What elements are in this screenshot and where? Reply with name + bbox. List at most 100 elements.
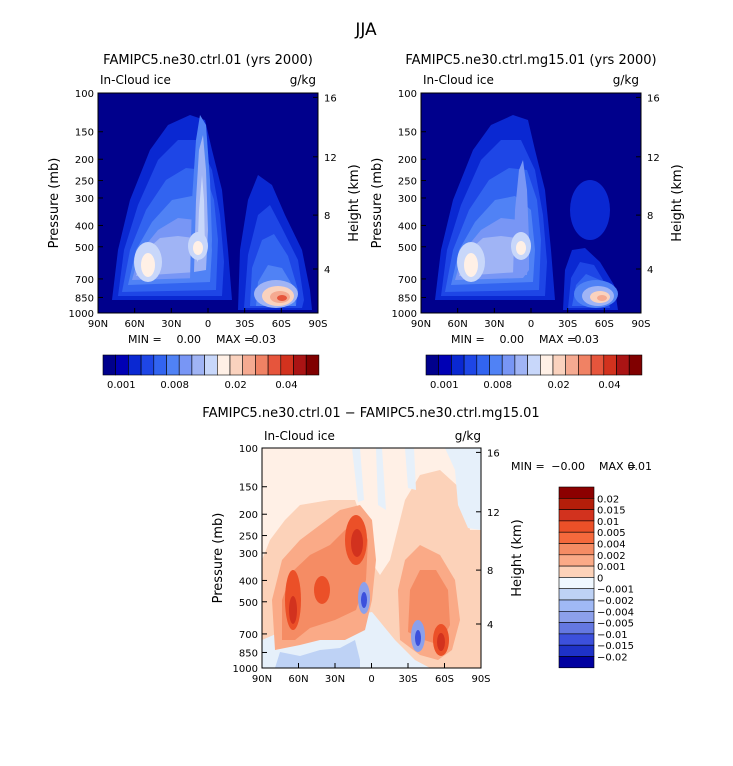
y2-tick-label: 4 (647, 265, 653, 276)
y-tick-label: 400 (239, 576, 258, 587)
y-tick-label: 1000 (392, 309, 417, 320)
colorbar-swatch (539, 354, 554, 376)
stats-max: 0.01 (628, 460, 653, 473)
colorbar-label: −0.015 (597, 641, 634, 652)
colorbar-swatch (558, 520, 595, 533)
colorbar-label: −0.002 (597, 596, 634, 607)
y-tick-label: 500 (75, 243, 94, 254)
y-tick-label: 200 (239, 510, 258, 521)
y-tick-label: 100 (239, 444, 258, 455)
colorbar-swatch (558, 588, 595, 601)
colorbar-swatch (558, 656, 595, 669)
contour-field (98, 93, 318, 313)
dynamic-marks: 90N 60N 30N 0 30S 60S 90S100150200250300400500… (47, 89, 685, 685)
colorbar-label: 0.001 (107, 380, 136, 391)
units-label: g/kg (455, 429, 481, 443)
y2-tick-label: 4 (487, 620, 493, 631)
y-tick-label: 200 (75, 155, 94, 166)
colorbar-label: −0.005 (597, 619, 634, 630)
colorbar-swatch (603, 354, 617, 376)
y2-tick-label: 12 (487, 508, 500, 519)
panel-title: FAMIPC5.ne30.ctrl.mg15.01 (yrs 2000) (405, 53, 656, 68)
colorbar-swatch (128, 354, 142, 376)
x-tick-label: 90N (88, 319, 108, 330)
panel-ctrl: FAMIPC5.ne30.ctrl.01 (yrs 2000) In-Cloud… (97, 53, 319, 314)
x-tick-label: 0 (368, 674, 374, 685)
x-tick-label: 90N (411, 319, 431, 330)
x-tick-label: 30N (161, 319, 181, 330)
colorbar-label: 0.004 (597, 540, 626, 551)
colorbar-swatch (191, 354, 205, 376)
y2-tick-label: 16 (647, 93, 660, 104)
colorbar-swatch (558, 633, 595, 646)
colorbar-swatch (552, 354, 566, 376)
x-tick-label: 60S (595, 319, 614, 330)
x-tick-label: 30S (558, 319, 577, 330)
panel-title: FAMIPC5.ne30.ctrl.01 (yrs 2000) (103, 53, 313, 68)
y-tick-label: 250 (239, 532, 258, 543)
colorbar-swatch (616, 354, 630, 376)
y2-tick-label: 12 (647, 153, 660, 164)
y2-tick-label: 16 (324, 93, 337, 104)
colorbar-label: −0.004 (597, 607, 634, 618)
x-tick-label: 90S (308, 319, 327, 330)
y-tick-label: 400 (75, 221, 94, 232)
field-label: In-Cloud ice (423, 73, 494, 87)
colorbar-swatch (178, 354, 193, 376)
colorbar-swatch (242, 354, 256, 376)
colorbar-swatch (558, 622, 595, 635)
colorbar-swatch (463, 354, 478, 376)
colorbar-label: 0.02 (597, 494, 619, 505)
colorbar-swatch (514, 354, 528, 376)
y-tick-label: 500 (239, 598, 258, 609)
colorbar-label: 0 (597, 573, 603, 584)
x-tick-label: 60N (125, 319, 145, 330)
y2-tick-label: 8 (324, 211, 330, 222)
stats-min: −0.00 (551, 460, 585, 473)
colorbar-label: 0.02 (225, 380, 247, 391)
colorbar-swatch (558, 497, 595, 510)
y2-axis-label: Height (km) (510, 519, 525, 596)
colorbar-swatch (267, 354, 282, 376)
panel-title: FAMIPC5.ne30.ctrl.01 − FAMIPC5.ne30.ctrl… (202, 406, 539, 421)
colorbar-label: 0.008 (160, 380, 189, 391)
y-tick-label: 500 (398, 243, 417, 254)
stats-min-label: MIN = (128, 333, 162, 346)
colorbar-swatch (558, 644, 595, 657)
colorbar-swatch (153, 354, 167, 376)
colorbar-swatch (255, 354, 269, 376)
y-tick-label: 300 (239, 549, 258, 560)
colorbar-swatch (229, 354, 243, 376)
y-tick-label: 300 (398, 194, 417, 205)
units-label: g/kg (613, 73, 639, 87)
stats-max: 0.03 (252, 333, 277, 346)
stats-max-label: MAX = (216, 333, 253, 346)
colorbar-label: 0.001 (430, 380, 459, 391)
x-tick-label: 30N (325, 674, 345, 685)
x-tick-label: 60N (448, 319, 468, 330)
colorbar-swatch (115, 354, 129, 376)
x-tick-label: 90N (252, 674, 272, 685)
stats-min: 0.00 (500, 333, 525, 346)
y-tick-label: 850 (398, 293, 417, 304)
colorbar-label: 0.015 (597, 506, 626, 517)
stats-min: 0.00 (177, 333, 202, 346)
x-tick-label: 30S (398, 674, 417, 685)
stats-min-label: MIN = (451, 333, 485, 346)
y-tick-label: 250 (75, 177, 94, 188)
panel-mg15: FAMIPC5.ne30.ctrl.mg15.01 (yrs 2000) In-… (405, 53, 657, 314)
colorbar-label: −0.02 (597, 653, 628, 664)
panel-diff: FAMIPC5.ne30.ctrl.01 − FAMIPC5.ne30.ctrl… (202, 406, 653, 669)
colorbar-swatch (558, 509, 595, 522)
stats-max-label: MAX = (539, 333, 576, 346)
field-label: In-Cloud ice (100, 73, 171, 87)
y-tick-label: 700 (239, 630, 258, 641)
colorbar-label: 0.01 (597, 517, 619, 528)
y-tick-label: 700 (398, 275, 417, 286)
y-tick-label: 100 (398, 89, 417, 100)
y-tick-label: 1000 (69, 309, 94, 320)
colorbar-label: 0.04 (598, 380, 620, 391)
y-tick-label: 700 (75, 275, 94, 286)
x-tick-label: 60S (272, 319, 291, 330)
